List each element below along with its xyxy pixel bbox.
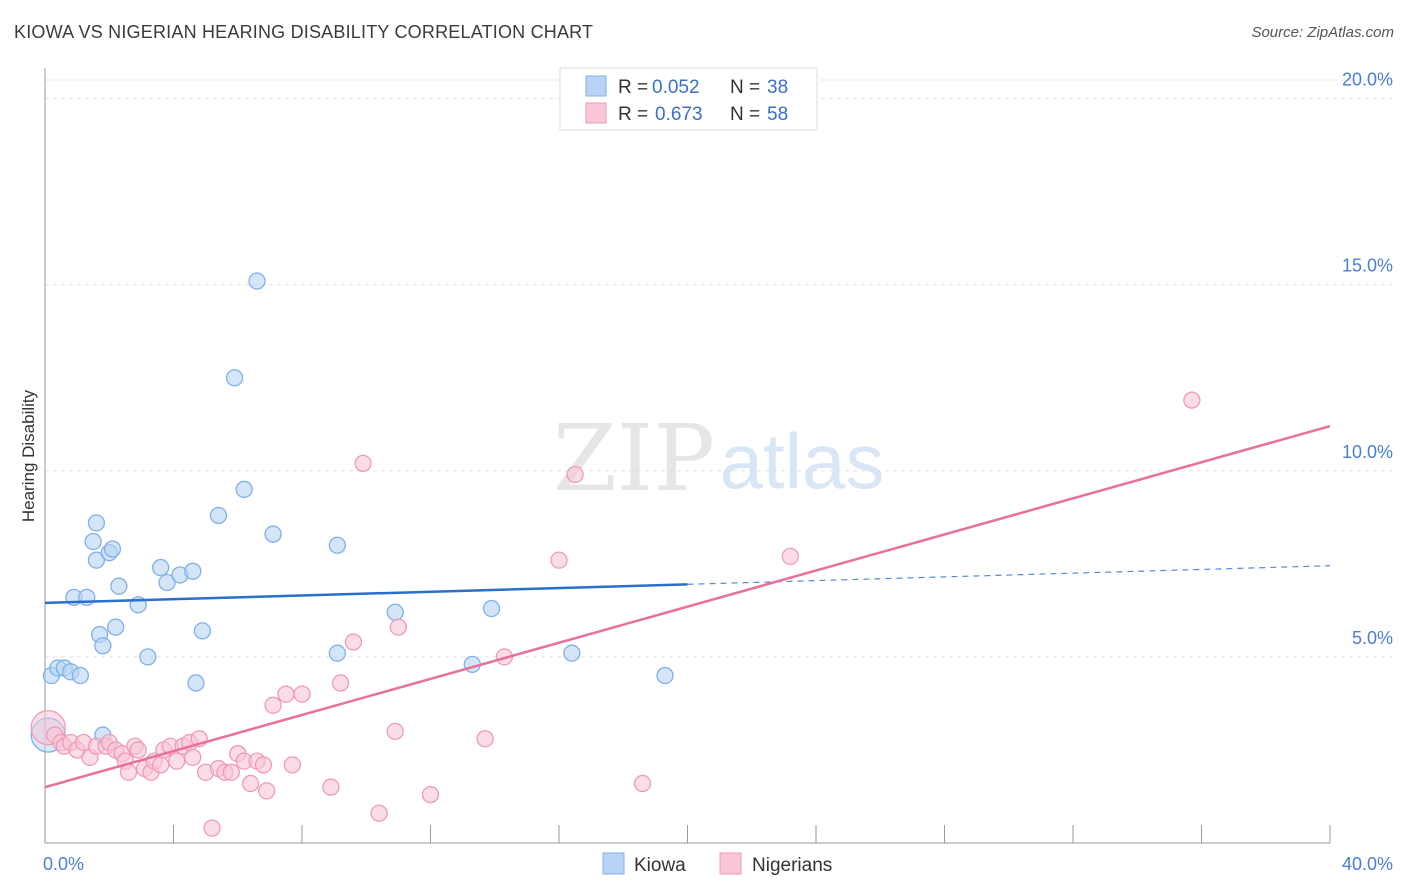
legend-r-value-kiowa: 0.052 bbox=[652, 77, 700, 98]
legend-swatch-nigerians bbox=[585, 102, 607, 124]
watermark-atlas: atlas bbox=[720, 417, 885, 505]
kiowa-point bbox=[71, 666, 89, 685]
data-points bbox=[30, 272, 1201, 837]
nigerians-point bbox=[550, 551, 568, 569]
y-tick-label: 20.0% bbox=[1342, 70, 1393, 90]
kiowa-point bbox=[107, 618, 125, 636]
nigerians-point bbox=[222, 763, 240, 781]
kiowa-point bbox=[248, 272, 266, 290]
kiowa-point bbox=[110, 577, 128, 595]
nigerians-point bbox=[168, 752, 186, 770]
y-tick-label: 5.0% bbox=[1352, 628, 1393, 648]
series-legend-swatch-kiowa bbox=[602, 852, 625, 875]
kiowa-point bbox=[94, 637, 112, 655]
nigerians-point bbox=[633, 774, 652, 793]
kiowa-point bbox=[328, 644, 346, 662]
nigerians-point bbox=[184, 748, 202, 767]
legend-r-label-kiowa: R = bbox=[618, 77, 648, 98]
y-axis-label: Hearing Disability bbox=[19, 389, 38, 522]
nigerians-point bbox=[370, 804, 388, 822]
nigerians-point bbox=[781, 547, 799, 566]
nigerians-point bbox=[476, 730, 494, 748]
nigerians-point bbox=[293, 685, 311, 703]
kiowa-point bbox=[151, 558, 170, 577]
grid-lines bbox=[45, 79, 1392, 658]
y-tick-labels: 5.0% 10.0% 15.0% 20.0% bbox=[1342, 70, 1393, 648]
legend-r-value-nigerians: 0.673 bbox=[655, 104, 703, 125]
y-tick-label: 15.0% bbox=[1342, 256, 1393, 276]
kiowa-point bbox=[386, 603, 404, 621]
kiowa-point bbox=[656, 666, 674, 685]
series-legend: Kiowa Nigerians bbox=[602, 852, 832, 876]
kiowa-trend-line bbox=[44, 583, 688, 605]
kiowa-point bbox=[87, 514, 106, 532]
series-legend-swatch-nigerians bbox=[719, 852, 742, 875]
legend-n-value-nigerians: 58 bbox=[767, 104, 788, 125]
watermark-zip: ZIP bbox=[553, 405, 715, 512]
kiowa-trend-line-extension bbox=[687, 565, 1331, 585]
nigerians-point bbox=[389, 618, 408, 636]
nigerians-point bbox=[283, 756, 302, 774]
nigerians-point bbox=[386, 722, 404, 740]
chart-title: KIOWA VS NIGERIAN HEARING DISABILITY COR… bbox=[14, 22, 594, 42]
kiowa-point bbox=[184, 562, 202, 580]
nigerians-point bbox=[241, 774, 260, 793]
kiowa-point bbox=[139, 648, 157, 666]
nigerians-point bbox=[119, 763, 138, 781]
nigerians-point bbox=[354, 454, 372, 473]
series-legend-label-nigerians: Nigerians bbox=[752, 855, 832, 876]
kiowa-point bbox=[84, 532, 102, 551]
nigerians-point bbox=[264, 696, 282, 714]
kiowa-point bbox=[87, 551, 106, 569]
kiowa-point bbox=[225, 369, 244, 387]
nigerians-point bbox=[151, 756, 170, 774]
legend-n-label-kiowa: N = bbox=[730, 77, 760, 98]
stats-legend: R = 0.052 N = 38 R = 0.673 N = 58 bbox=[559, 67, 818, 131]
kiowa-point bbox=[158, 573, 176, 592]
kiowa-point bbox=[482, 599, 501, 618]
nigerians-point bbox=[331, 674, 350, 692]
kiowa-point bbox=[193, 622, 212, 640]
kiowa-point bbox=[235, 480, 253, 499]
legend-n-label-nigerians: N = bbox=[730, 104, 760, 125]
nigerians-point bbox=[344, 633, 363, 651]
kiowa-point bbox=[103, 540, 122, 558]
nigerians-trend-line bbox=[44, 424, 1331, 789]
nigerians-point bbox=[566, 465, 584, 484]
nigerians-point bbox=[277, 685, 295, 703]
kiowa-point bbox=[328, 536, 346, 554]
source-attribution: Source: ZipAtlas.com bbox=[1251, 24, 1394, 41]
legend-r-label-nigerians: R = bbox=[618, 104, 648, 125]
trend-lines bbox=[44, 424, 1331, 789]
series-legend-label-kiowa: Kiowa bbox=[634, 855, 686, 876]
x-tick-label-min: 0.0% bbox=[43, 854, 84, 874]
nigerians-point bbox=[254, 756, 273, 774]
legend-n-value-kiowa: 38 bbox=[767, 77, 788, 98]
kiowa-point bbox=[563, 644, 581, 662]
x-tick-label-max: 40.0% bbox=[1342, 854, 1393, 874]
nigerians-point bbox=[258, 782, 276, 800]
nigerians-point bbox=[1183, 391, 1201, 409]
kiowa-point bbox=[187, 674, 205, 692]
nigerians-point bbox=[203, 819, 221, 837]
legend-swatch-kiowa bbox=[585, 75, 607, 97]
nigerians-point bbox=[129, 741, 147, 759]
kiowa-point bbox=[209, 506, 228, 525]
y-tick-label: 10.0% bbox=[1342, 442, 1393, 462]
kiowa-point bbox=[264, 525, 282, 543]
x-axis-ticks bbox=[173, 825, 1331, 843]
nigerians-point bbox=[421, 785, 440, 804]
nigerians-point bbox=[322, 778, 340, 796]
